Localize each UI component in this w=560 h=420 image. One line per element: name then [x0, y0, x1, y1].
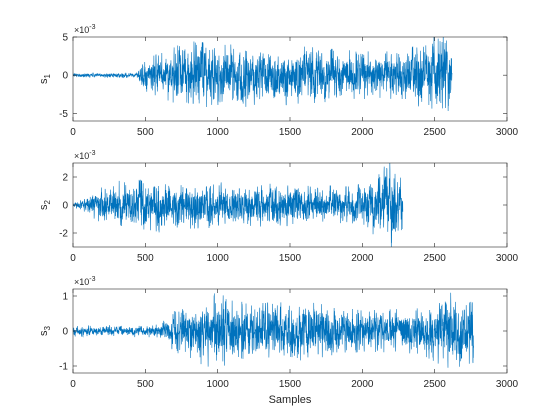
y-axis-label-subscript: 3 [43, 325, 52, 330]
panel-2: 0 500 1000 1500 2000 2500 3000-202×10-3s2 [38, 150, 519, 264]
x-tick-label: 500 [137, 379, 154, 390]
y-exponent-power: -3 [89, 276, 95, 283]
y-axis-label-main: s [38, 330, 50, 336]
x-tick-label: 0 [70, 379, 76, 390]
y-axis-label: s3 [38, 325, 52, 336]
x-tick-label: 2500 [424, 127, 447, 138]
y-exponent-label: ×10-3 [74, 150, 96, 161]
y-axis-label-main: s [38, 78, 50, 84]
x-tick-label: 1000 [207, 253, 230, 264]
x-tick-label: 1500 [279, 127, 302, 138]
series-line-s1 [73, 37, 453, 112]
x-tick-label: 2500 [424, 253, 447, 264]
y-tick-label: 5 [62, 33, 68, 44]
y-tick-label: -2 [59, 229, 68, 240]
x-tick-label: 0 [70, 253, 76, 264]
x-tick-label: 3000 [496, 379, 519, 390]
y-tick-label: -1 [59, 362, 68, 373]
x-tick-label: 1000 [207, 127, 230, 138]
x-tick-label: 0 [70, 127, 76, 138]
x-tick-label: 3000 [496, 253, 519, 264]
y-axis-label-subscript: 2 [43, 199, 52, 204]
x-tick-label: 2000 [351, 127, 374, 138]
y-exponent-label: ×10-3 [74, 24, 96, 35]
y-exponent-base: ×10 [74, 25, 89, 35]
y-axis-label-subscript: 1 [43, 73, 52, 78]
y-tick-label: 1 [62, 292, 68, 303]
x-tick-label: 500 [137, 127, 154, 138]
x-tick-label: 1500 [279, 379, 302, 390]
x-tick-label: 3000 [496, 127, 519, 138]
y-tick-label: 0 [62, 71, 68, 82]
y-tick-label: 0 [62, 201, 68, 212]
panel-1: 0 500 1000 1500 2000 2500 3000-505×10-3s1 [38, 24, 519, 138]
series-line-s2 [73, 163, 404, 247]
y-exponent-power: -3 [89, 150, 95, 157]
x-tick-label: 1500 [279, 253, 302, 264]
y-axis-label-main: s [38, 204, 50, 210]
x-tick-label: 2000 [351, 253, 374, 264]
x-tick-label: 1000 [207, 379, 230, 390]
y-exponent-label: ×10-3 [74, 276, 96, 287]
y-axis-label: s2 [38, 199, 52, 210]
x-tick-label: 500 [137, 253, 154, 264]
y-axis-label: s1 [38, 73, 52, 84]
y-tick-label: -5 [59, 109, 68, 120]
x-tick-label: 2500 [424, 379, 447, 390]
series-line-s3 [73, 292, 475, 368]
panel-3: 0 500 1000 1500 2000 2500 3000-101×10-3s3 [38, 276, 519, 390]
x-axis-label: Samples [269, 394, 312, 406]
y-exponent-base: ×10 [74, 151, 89, 161]
y-tick-label: 0 [62, 327, 68, 338]
x-tick-label: 2000 [351, 379, 374, 390]
y-exponent-power: -3 [89, 24, 95, 31]
y-exponent-base: ×10 [74, 277, 89, 287]
y-tick-label: 2 [62, 173, 68, 184]
